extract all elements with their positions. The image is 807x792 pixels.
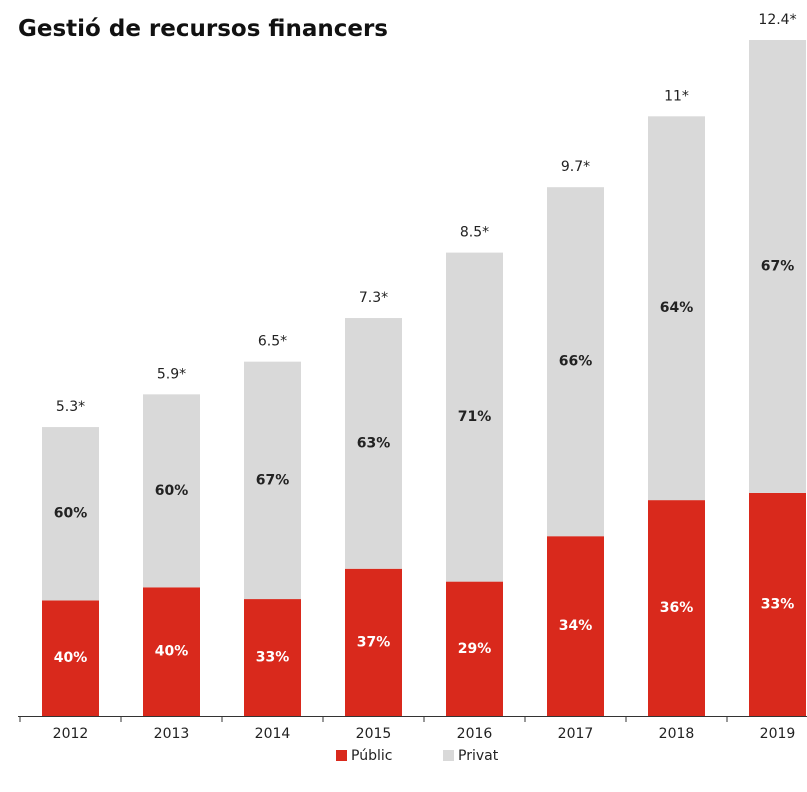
- bar-segment: [446, 581, 503, 716]
- legend-label: Privat: [458, 748, 499, 764]
- data-label: 40%: [54, 650, 88, 666]
- legend-swatch: [443, 750, 454, 761]
- data-label: 71%: [458, 409, 492, 425]
- bar-segment: [345, 568, 402, 716]
- x-tick-label: 2018: [659, 726, 695, 742]
- x-tick-label: 2012: [53, 726, 89, 742]
- data-label: 33%: [761, 596, 795, 612]
- total-label: 12.4*: [758, 12, 796, 28]
- data-label: 64%: [660, 300, 694, 316]
- total-label: 6.5*: [258, 334, 287, 350]
- bar-segment: [547, 187, 604, 537]
- bar-segment: [749, 40, 806, 493]
- bar-segment: [345, 318, 402, 569]
- chart-title: Gestió de recursos financers: [18, 16, 388, 42]
- bar-segment: [749, 492, 806, 716]
- total-label: 7.3*: [359, 290, 388, 306]
- x-tick-label: 2015: [356, 726, 392, 742]
- x-tick-label: 2014: [255, 726, 291, 742]
- data-label: 63%: [357, 435, 391, 451]
- bar-segment: [42, 600, 99, 716]
- data-label: 66%: [559, 354, 593, 370]
- total-label: 9.7*: [561, 159, 590, 175]
- x-tick-label: 2016: [457, 726, 493, 742]
- legend-swatch: [336, 750, 347, 761]
- data-label: 60%: [54, 506, 88, 522]
- bar-segment: [547, 536, 604, 716]
- bar-segment: [42, 427, 99, 601]
- bar-segment: [143, 587, 200, 716]
- bar-segment: [648, 500, 705, 716]
- total-label: 8.5*: [460, 225, 489, 241]
- bar-segment: [244, 361, 301, 600]
- x-tick-label: 2019: [760, 726, 796, 742]
- legend-label: Públic: [351, 748, 392, 764]
- x-tick-label: 2017: [558, 726, 594, 742]
- total-label: 5.3*: [56, 399, 85, 415]
- data-label: 60%: [155, 483, 189, 499]
- total-label: 11*: [664, 88, 689, 104]
- data-label: 37%: [357, 634, 391, 650]
- bar-segment: [143, 394, 200, 588]
- data-label: 29%: [458, 641, 492, 657]
- data-label: 67%: [761, 258, 795, 274]
- data-label: 33%: [256, 650, 290, 666]
- bar-segment: [648, 116, 705, 501]
- data-label: 36%: [660, 600, 694, 616]
- x-tick-label: 2013: [154, 726, 190, 742]
- total-label: 5.9*: [157, 366, 186, 382]
- data-label: 34%: [559, 618, 593, 634]
- data-label: 67%: [256, 472, 290, 488]
- data-label: 40%: [155, 644, 189, 660]
- bar-segment: [244, 599, 301, 716]
- bar-segment: [446, 252, 503, 582]
